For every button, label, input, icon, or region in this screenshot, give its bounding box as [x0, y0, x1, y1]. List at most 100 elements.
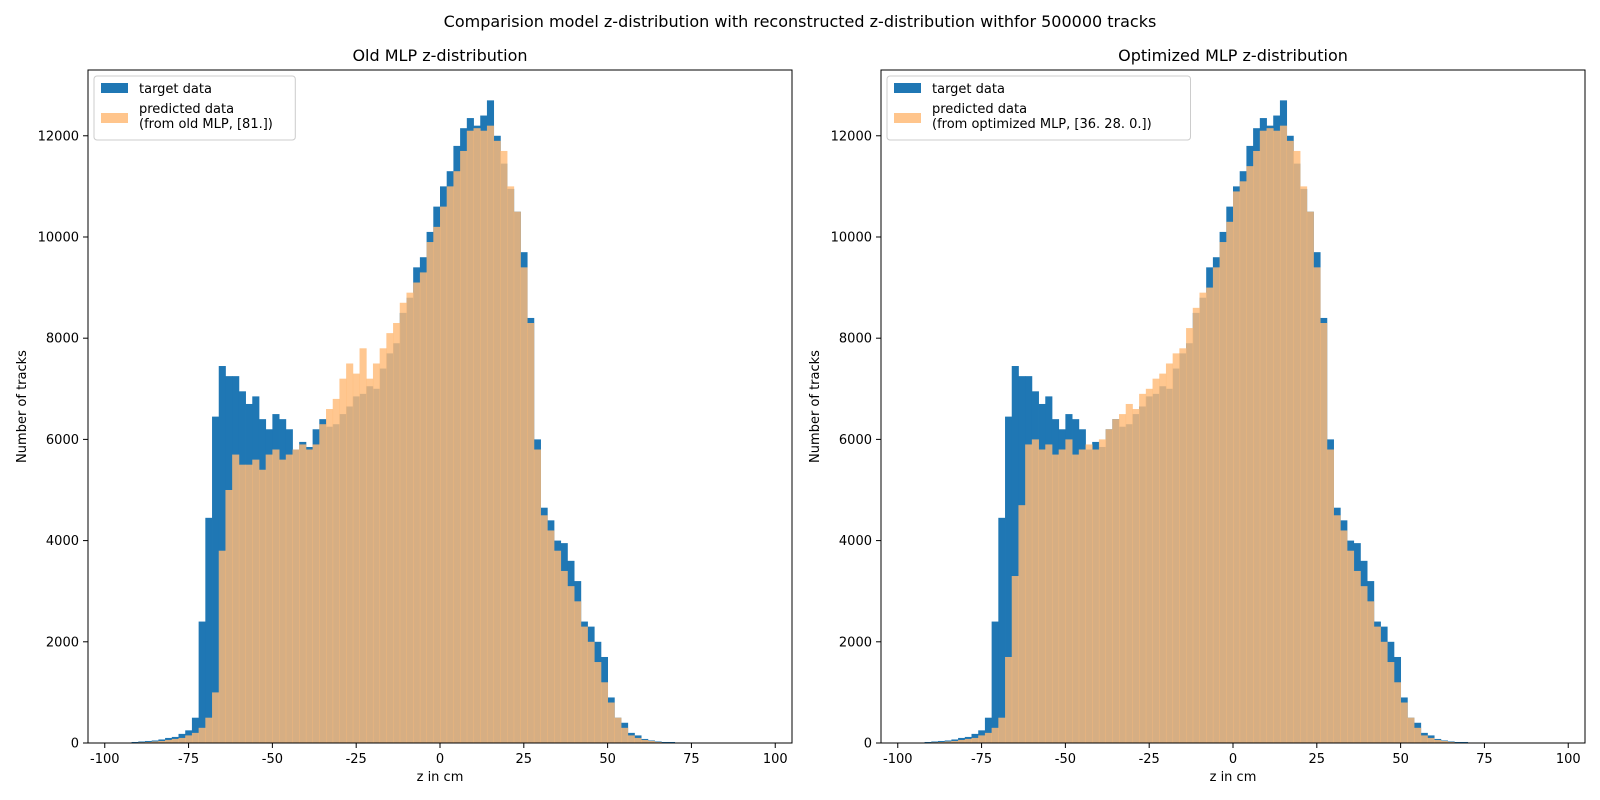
- histogram-bar: [305, 449, 313, 743]
- histogram-bar: [1199, 292, 1207, 743]
- histogram-bar: [1400, 702, 1408, 743]
- histogram-bar: [151, 741, 159, 743]
- x-tick-label: -100: [90, 752, 120, 767]
- histogram-bar: [1045, 444, 1053, 743]
- histogram-bar: [627, 735, 635, 743]
- histogram-bar: [1125, 403, 1133, 743]
- legend-label-predicted: predicted data: [932, 102, 1027, 117]
- histogram-bar: [191, 732, 200, 743]
- histogram-bar: [1360, 586, 1368, 743]
- histogram-bar: [1212, 267, 1220, 743]
- histogram-bar: [1112, 419, 1120, 743]
- histogram-bar: [1065, 439, 1073, 743]
- figure-title: Comparision model z-distribution with re…: [443, 12, 1157, 31]
- chart-panel-1: -100 -75 -50 -25 0 25 50 75 100 0 2000 4000 6000 8000…: [15, 46, 793, 785]
- y-tick-label: 0: [71, 737, 79, 752]
- histogram-bar: [1340, 530, 1348, 743]
- histogram-bar: [1005, 416, 1013, 743]
- x-tick-label: 0: [1229, 752, 1237, 767]
- x-tick-label: 25: [516, 752, 533, 767]
- histogram-bar: [1266, 128, 1274, 743]
- histogram-bar: [493, 140, 501, 744]
- y-tick-label: 12000: [831, 129, 872, 144]
- histogram-bar: [205, 717, 213, 743]
- histogram-bar: [600, 682, 609, 743]
- histogram-bar: [359, 348, 367, 743]
- histogram-bar: [1380, 641, 1388, 743]
- x-tick-label: -100: [883, 752, 913, 767]
- histogram-bar: [232, 454, 240, 743]
- histogram-bar: [1460, 741, 1469, 743]
- histogram-bar: [1051, 454, 1060, 743]
- histogram-bar: [1011, 366, 1019, 743]
- histogram-bar: [1279, 125, 1288, 743]
- histogram-bar: [1306, 211, 1314, 743]
- histogram-bar: [165, 739, 173, 743]
- histogram-bar: [218, 550, 226, 743]
- histogram-bar: [520, 267, 528, 743]
- histogram-bar: [567, 586, 575, 743]
- histogram-bar: [580, 626, 588, 743]
- x-tick-label: 75: [683, 752, 700, 767]
- y-tick-label: 6000: [46, 433, 79, 448]
- x-tick-label: 25: [1309, 752, 1326, 767]
- histogram-bar: [279, 459, 287, 743]
- legend-box: [93, 75, 296, 141]
- y-tick-label: 8000: [839, 332, 872, 347]
- histogram-bar: [1132, 409, 1140, 743]
- histogram-bar: [1326, 449, 1334, 743]
- histogram-bar: [272, 449, 280, 743]
- histogram-bar: [1226, 221, 1234, 744]
- histogram-bar: [964, 738, 972, 743]
- histogram-bar: [1219, 242, 1227, 744]
- histogram-bar: [1239, 181, 1247, 743]
- histogram-bar: [440, 206, 448, 743]
- histogram-bar: [480, 130, 488, 744]
- histogram-bar: [339, 378, 347, 743]
- legend-label-target: target data: [139, 82, 212, 97]
- histogram-bar: [553, 550, 562, 743]
- histogram-bar: [1259, 130, 1267, 744]
- histogram-bar: [1206, 287, 1214, 743]
- histogram-bar: [1192, 307, 1200, 743]
- histogram-bar: [944, 741, 952, 743]
- histogram-bar: [366, 378, 374, 743]
- histogram-bar: [500, 150, 508, 743]
- x-tick-label: -50: [1055, 752, 1076, 767]
- histogram-bar: [971, 737, 979, 743]
- x-tick-label: -75: [971, 752, 992, 767]
- histogram-bar: [1407, 717, 1415, 743]
- histogram-bar: [1233, 191, 1241, 743]
- histogram-bar: [574, 601, 582, 743]
- histogram-bar: [1105, 429, 1113, 743]
- y-tick-label: 4000: [839, 534, 872, 549]
- histogram-bar: [978, 735, 986, 743]
- histogram-bar: [984, 732, 993, 743]
- x-axis-label: z in cm: [1210, 770, 1257, 785]
- histogram-bar: [1179, 348, 1187, 743]
- histogram-bar: [1373, 626, 1381, 743]
- histogram-bar: [198, 727, 206, 743]
- histogram-bar: [1031, 439, 1039, 743]
- histogram-bar: [265, 454, 273, 743]
- histogram-bar: [1078, 449, 1086, 743]
- histogram-bar: [299, 444, 307, 743]
- histogram-bar: [984, 717, 993, 743]
- histogram-bar: [319, 424, 327, 743]
- histogram-bar: [1119, 414, 1127, 743]
- histogram-bar: [466, 130, 474, 744]
- legend-label-target: target data: [932, 82, 1005, 97]
- histogram-bar: [419, 272, 427, 743]
- legend-swatch-predicted: [101, 113, 128, 123]
- histogram-bar: [399, 302, 407, 743]
- histogram-bar: [1414, 727, 1422, 743]
- y-tick-label: 10000: [831, 230, 872, 245]
- histogram-bar: [594, 662, 602, 743]
- histogram-bar: [1159, 373, 1167, 743]
- histogram-bar: [191, 717, 200, 743]
- x-tick-label: 50: [599, 752, 616, 767]
- histogram-bar: [647, 740, 655, 743]
- histogram-bar: [614, 717, 622, 743]
- y-tick-label: 12000: [38, 129, 79, 144]
